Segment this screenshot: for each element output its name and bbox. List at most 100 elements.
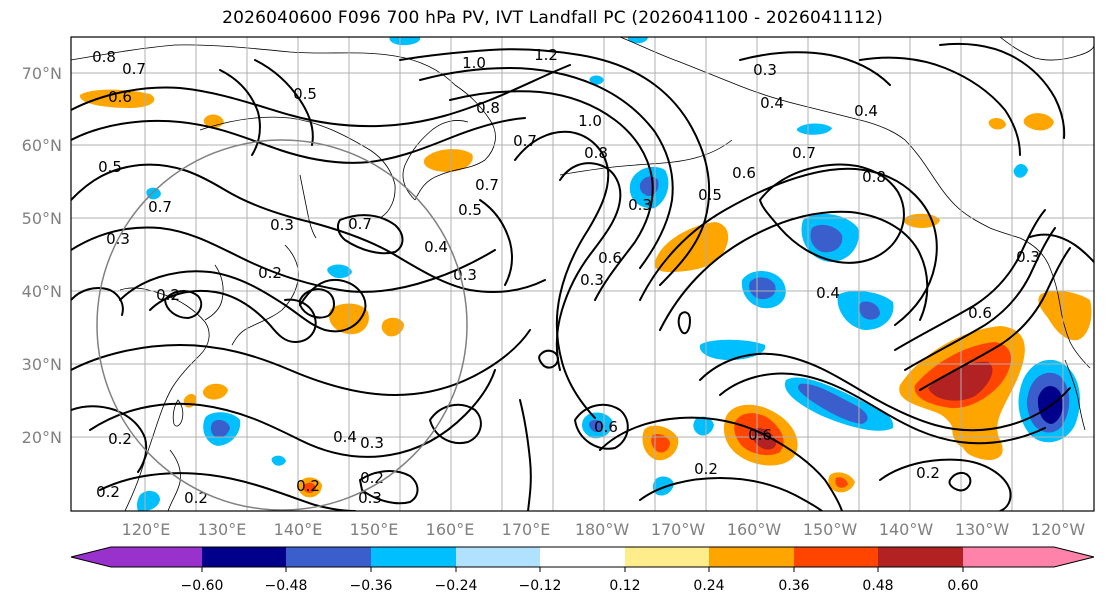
contour-31 [939, 42, 1066, 139]
colorbar-tick-label: −0.48 [265, 578, 308, 594]
warm-anomaly-small-9 [1038, 290, 1092, 341]
coast-sakhalin [299, 174, 317, 239]
warm-anomaly-small-5-core [303, 482, 316, 493]
contour-17 [639, 167, 938, 326]
contour-24 [919, 247, 1071, 391]
colorbar-segment [794, 547, 878, 567]
contour-label: 0.6 [748, 426, 772, 444]
coast-okhotsk [199, 116, 396, 219]
warm-anomaly-central-peak [751, 428, 777, 450]
contour-25 [879, 458, 1012, 511]
contour-label: 0.4 [816, 284, 840, 302]
contour-label: 0.4 [854, 102, 878, 120]
latitude-labels: 70°N 60°N 50°N 40°N 30°N 20°N [22, 64, 62, 447]
cold-anomaly-small-4 [693, 416, 714, 436]
contour-39 [71, 405, 148, 473]
cold-anomaly-small-9 [652, 476, 674, 496]
contour-label: 0.6 [594, 418, 618, 436]
contour-36 [336, 214, 404, 255]
coast-philippines [167, 449, 181, 511]
colorbar-segment [286, 547, 371, 567]
lat-label: 40°N [22, 282, 62, 301]
cold-anomaly-small-8 [146, 187, 161, 200]
contour-23 [904, 227, 1056, 371]
contour-label: 0.3 [453, 266, 477, 284]
coast-bc [904, 139, 1021, 239]
contour-label: 0.6 [108, 88, 132, 106]
cold-anomaly-ne-core [810, 224, 843, 253]
contour-label: 0.6 [732, 164, 756, 182]
colorbar-tick-label: −0.24 [435, 578, 478, 594]
contour-label: 0.2 [96, 483, 120, 501]
lon-label: 170°W [651, 520, 706, 539]
contour-26 [948, 472, 972, 492]
contour-label: 0.5 [698, 186, 722, 204]
cold-anomaly-small-2-core [588, 419, 604, 433]
cold-anomaly-small-12 [589, 75, 604, 85]
lon-label: 120°E [122, 520, 171, 539]
colorbar: −0.60 −0.48 −0.36 −0.24 −0.12 0.12 0.24 0.36 0.4… [70, 546, 1095, 594]
lon-label: 160°E [426, 520, 475, 539]
colorbar-tick-label: −0.36 [350, 578, 393, 594]
contour-label: 0.7 [122, 60, 146, 78]
colorbar-segment [371, 547, 456, 567]
warm-anomaly-small-2-core [651, 434, 670, 453]
cold-anomaly-aleutian-core [639, 176, 659, 196]
contour-label: 1.2 [534, 46, 558, 64]
lon-label: 170°E [502, 520, 551, 539]
lat-label: 50°N [22, 209, 62, 228]
contour-label: 0.7 [348, 215, 372, 233]
coast-aleutians [559, 139, 733, 176]
contour-label: 0.2 [184, 489, 208, 507]
lat-label: 60°N [22, 136, 62, 155]
contour-7 [99, 472, 356, 511]
warm-anomaly-small-8 [1023, 113, 1054, 131]
contour-34 [254, 59, 314, 146]
coast-kamchatka [402, 120, 469, 201]
contour-30 [859, 56, 1021, 156]
contour-32 [1029, 233, 1094, 263]
warm-anomaly-small-12-core [835, 477, 848, 488]
contour-43 [479, 199, 514, 286]
warm-anomaly-small-3 [202, 383, 228, 400]
cold-anomaly-small-6 [389, 37, 421, 46]
contour-27 [677, 311, 691, 335]
colorbar-tick-label: 0.60 [947, 578, 978, 594]
lon-label: 150°E [350, 520, 399, 539]
coast-alaska [619, 37, 906, 141]
cold-anomaly-small-10 [1013, 164, 1028, 178]
contour-label: 0.2 [258, 264, 282, 282]
contour-label: 0.3 [753, 61, 777, 79]
contour-label: 0.8 [862, 168, 886, 186]
colorbar-segment [625, 547, 709, 567]
coast-hudson-land [999, 37, 1094, 61]
colorbar-tick-label: 0.24 [693, 578, 724, 594]
contour-5 [71, 329, 531, 396]
contour-37 [299, 288, 335, 319]
contour-label: 0.4 [760, 94, 784, 112]
pv-contours [71, 42, 1094, 511]
contour-label: 0.4 [424, 238, 448, 256]
colorbar-outline [70, 546, 1095, 568]
cold-anomaly-small-7 [327, 264, 352, 279]
contour-44 [71, 287, 124, 316]
warm-anomaly-west [79, 89, 155, 108]
contour-label: 0.8 [584, 144, 608, 162]
contour-9 [71, 117, 526, 164]
cold-anomaly-small-5 [796, 123, 832, 135]
contour-label: 0.7 [792, 144, 816, 162]
contour-6 [89, 369, 496, 458]
coast-baja [1064, 359, 1086, 431]
contour-label: 0.7 [148, 198, 172, 216]
contour-11 [419, 67, 674, 269]
cold-anomaly-small-13 [627, 37, 648, 44]
contour-15 [599, 416, 843, 511]
warm-anomaly-small-11 [952, 417, 985, 449]
coast-us-west [1019, 237, 1091, 369]
contour-label: 0.2 [296, 477, 320, 495]
contour-14 [514, 130, 610, 419]
lon-label: 150°W [803, 520, 858, 539]
contour-label: 1.0 [462, 54, 486, 72]
coast-taiwan [172, 399, 184, 427]
